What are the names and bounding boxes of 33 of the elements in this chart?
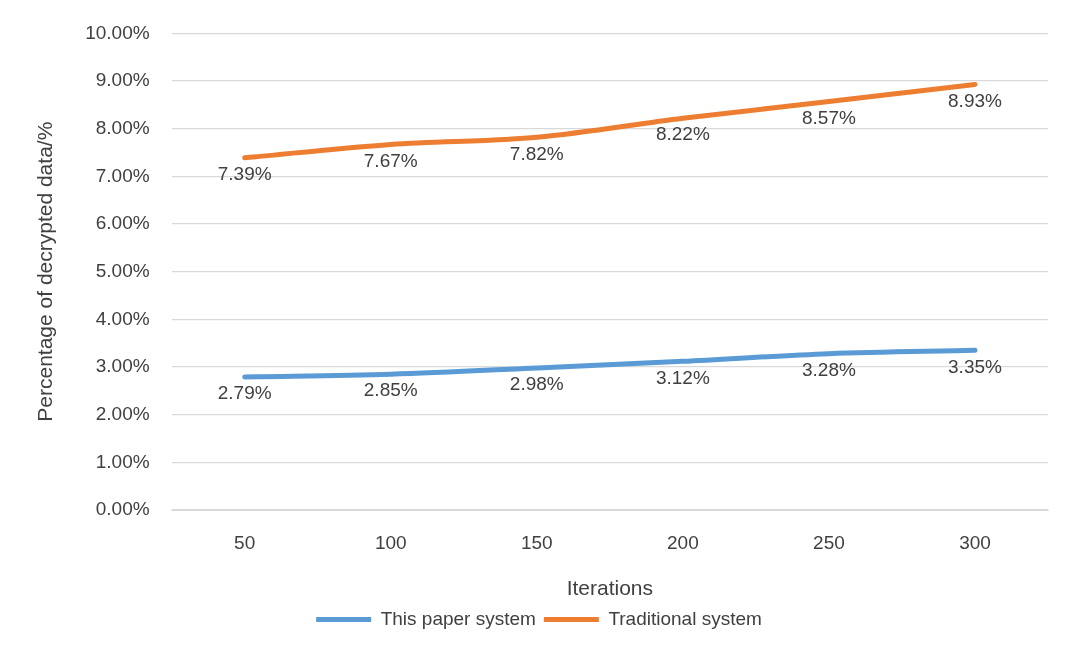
x-tick-label: 100 <box>374 531 407 553</box>
data-label: 2.85% <box>363 379 418 401</box>
y-tick-label: 6.00% <box>95 212 150 234</box>
y-tick-label: 2.00% <box>95 402 150 424</box>
data-label: 7.82% <box>509 142 564 164</box>
data-label: 8.93% <box>948 89 1003 111</box>
y-tick-label: 3.00% <box>95 355 150 377</box>
y-tick-label: 4.00% <box>95 307 150 329</box>
data-label: 8.22% <box>655 123 710 145</box>
legend-label: This paper system <box>380 607 536 629</box>
data-label: 3.12% <box>655 366 710 388</box>
data-label: 3.28% <box>801 358 856 380</box>
data-label: 2.98% <box>509 373 564 395</box>
y-tick-label: 8.00% <box>95 116 150 138</box>
data-label: 3.35% <box>948 355 1003 377</box>
x-tick-label: 250 <box>813 531 845 553</box>
x-tick-label: 300 <box>959 531 991 553</box>
y-tick-label: 9.00% <box>95 69 150 91</box>
data-label: 8.57% <box>801 106 856 128</box>
y-axis-title: Percentage of decrypted data/% <box>33 121 57 422</box>
data-label: 2.79% <box>217 382 272 404</box>
x-tick-label: 150 <box>520 531 553 553</box>
y-tick-label: 1.00% <box>95 450 150 472</box>
data-label: 7.67% <box>363 149 418 171</box>
y-tick-label: 5.00% <box>95 259 150 281</box>
x-axis-title: Iterations <box>566 576 654 600</box>
y-tick-label: 0.00% <box>95 498 150 520</box>
x-tick-label: 200 <box>667 531 699 553</box>
x-tick-label: 50 <box>234 531 256 553</box>
y-tick-label: 10.00% <box>85 21 150 43</box>
y-tick-label: 7.00% <box>95 164 150 186</box>
legend-label: Traditional system <box>608 607 762 629</box>
data-label: 7.39% <box>217 163 272 185</box>
